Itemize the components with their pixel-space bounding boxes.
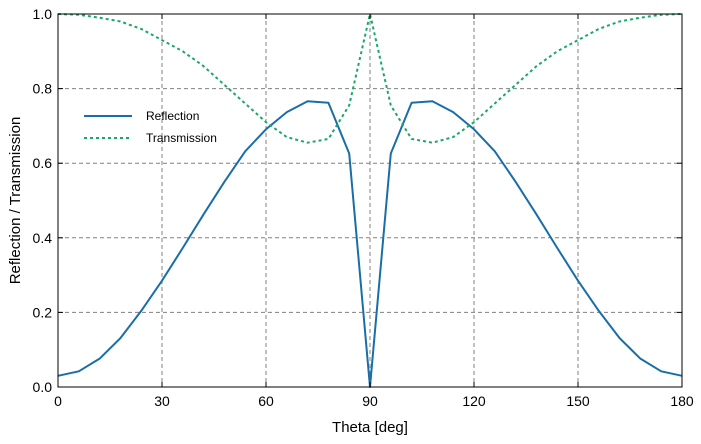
y-tick-label: 0.6 [33, 155, 53, 171]
ticks [57, 13, 683, 388]
legend-label-reflection: Reflection [146, 109, 199, 123]
x-tick-label: 180 [670, 393, 694, 409]
x-tick-label: 120 [462, 393, 486, 409]
y-axis-label: Reflection / Transmission [7, 117, 24, 285]
x-tick-label: 150 [566, 393, 590, 409]
y-tick-label: 0.2 [33, 304, 53, 320]
y-tick-label: 0.0 [33, 379, 53, 395]
legend: Reflection Transmission [84, 109, 217, 145]
tick-labels: 0 30 60 90 120 150 180 0.0 0.2 0.4 0.6 0.8 1.0 [33, 6, 694, 409]
x-axis-label: Theta [deg] [332, 419, 408, 436]
series-transmission-line [57, 13, 683, 144]
y-tick-label: 0.8 [33, 81, 53, 97]
grid [58, 14, 682, 387]
x-tick-label: 90 [362, 393, 378, 409]
x-tick-label: 0 [54, 393, 62, 409]
y-tick-label: 1.0 [33, 6, 53, 22]
y-tick-label: 0.4 [33, 230, 53, 246]
legend-label-transmission: Transmission [146, 131, 217, 145]
x-tick-label: 30 [154, 393, 170, 409]
x-tick-label: 60 [258, 393, 274, 409]
